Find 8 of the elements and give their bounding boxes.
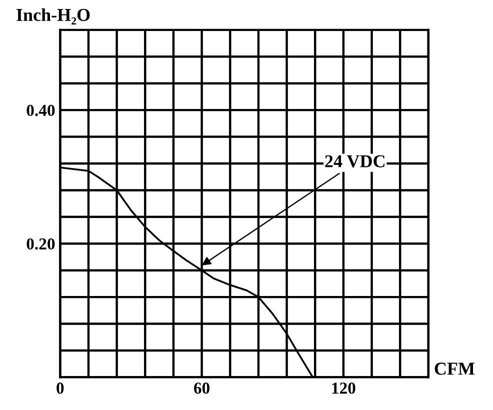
x-axis-title: CFM — [434, 362, 475, 375]
x-tick-label: 60 — [194, 382, 210, 394]
y-axis-title: Inch-H₂O — [16, 8, 90, 24]
x-tick-label: 120 — [332, 382, 356, 394]
y-tick-label: 0.40 — [26, 104, 55, 116]
x-tick-label: 0 — [56, 382, 64, 394]
y-tick-label: 0.20 — [26, 238, 55, 250]
annotation: 24 VDC — [325, 155, 384, 168]
